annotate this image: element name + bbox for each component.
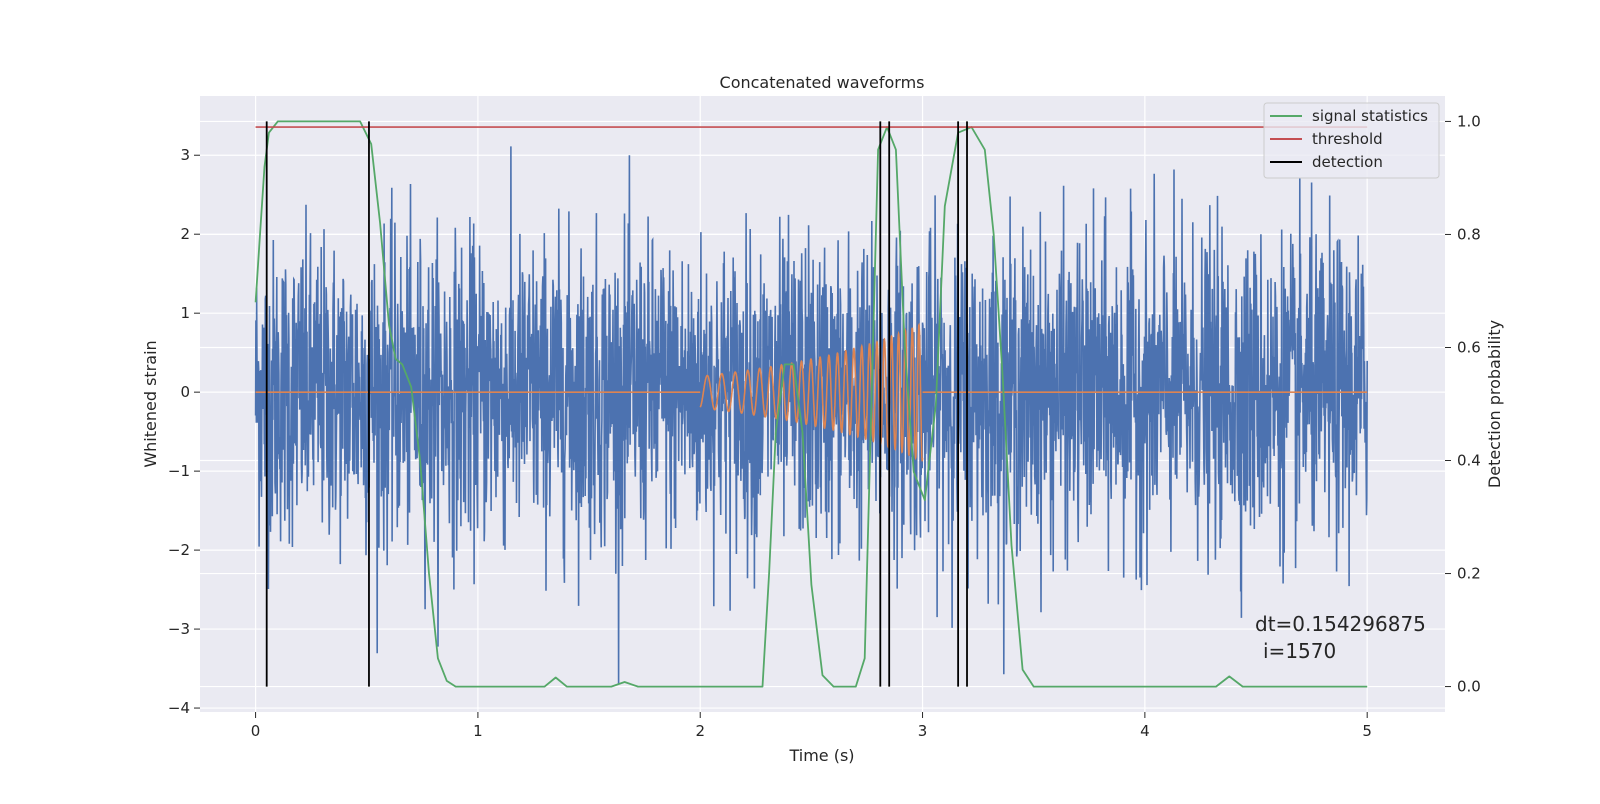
legend-box [1263,102,1440,179]
detection-series [265,121,968,687]
y-tick-label-6: 2 [180,225,190,243]
right-y-tick-label-2: 0.4 [1457,452,1481,470]
right-y-axis-label: Detection probability [1485,320,1504,488]
y-axis-label: Whitened strain [141,340,160,467]
x-tick-label-1: 1 [473,722,483,740]
x-tick-label-4: 4 [1140,722,1150,740]
strain-line [254,146,1368,685]
chart-title: Concatenated waveforms [720,73,925,92]
right-y-tick-label-4: 0.8 [1457,225,1481,243]
x-tick-label-3: 3 [918,722,928,740]
y-tick-label-0: −4 [168,699,190,717]
annotation-dt: dt=0.154296875 [1255,612,1426,636]
injection-series [255,322,1368,462]
y-axis-ticks: −4 −3 −2 −1 0 1 2 3 [168,146,200,717]
signal-statistics-series [254,120,1368,688]
y-tick-label-2: −2 [168,541,190,559]
right-y-axis-ticks: 0.0 0.2 0.4 0.6 0.8 1.0 [1445,112,1481,696]
y-tick-label-1: −3 [168,620,190,638]
right-y-tick-label-3: 0.6 [1457,338,1481,356]
strain-series [254,146,1368,685]
annotation-i: i=1570 [1263,639,1336,663]
legend-label-threshold: threshold [1312,130,1383,148]
right-y-tick-label-0: 0.0 [1457,678,1481,696]
x-axis-ticks: 0 1 2 3 4 5 [251,712,1372,740]
x-axis-label: Time (s) [788,746,854,765]
y-tick-label-4: 0 [180,383,190,401]
x-tick-label-0: 0 [251,722,261,740]
signal-statistics-line [254,120,1368,688]
x-tick-label-2: 2 [695,722,705,740]
legend: signal statistics threshold detection [1263,102,1440,179]
x-tick-label-5: 5 [1362,722,1372,740]
right-y-tick-label-1: 0.2 [1457,565,1481,583]
y-tick-label-7: 3 [180,146,190,164]
injection-chirp [699,322,924,462]
legend-label-detection: detection [1312,153,1383,171]
y-tick-label-5: 1 [180,304,190,322]
y-tick-label-3: −1 [168,462,190,480]
right-y-tick-label-5: 1.0 [1457,112,1481,130]
legend-label-signal-statistics: signal statistics [1312,107,1428,125]
